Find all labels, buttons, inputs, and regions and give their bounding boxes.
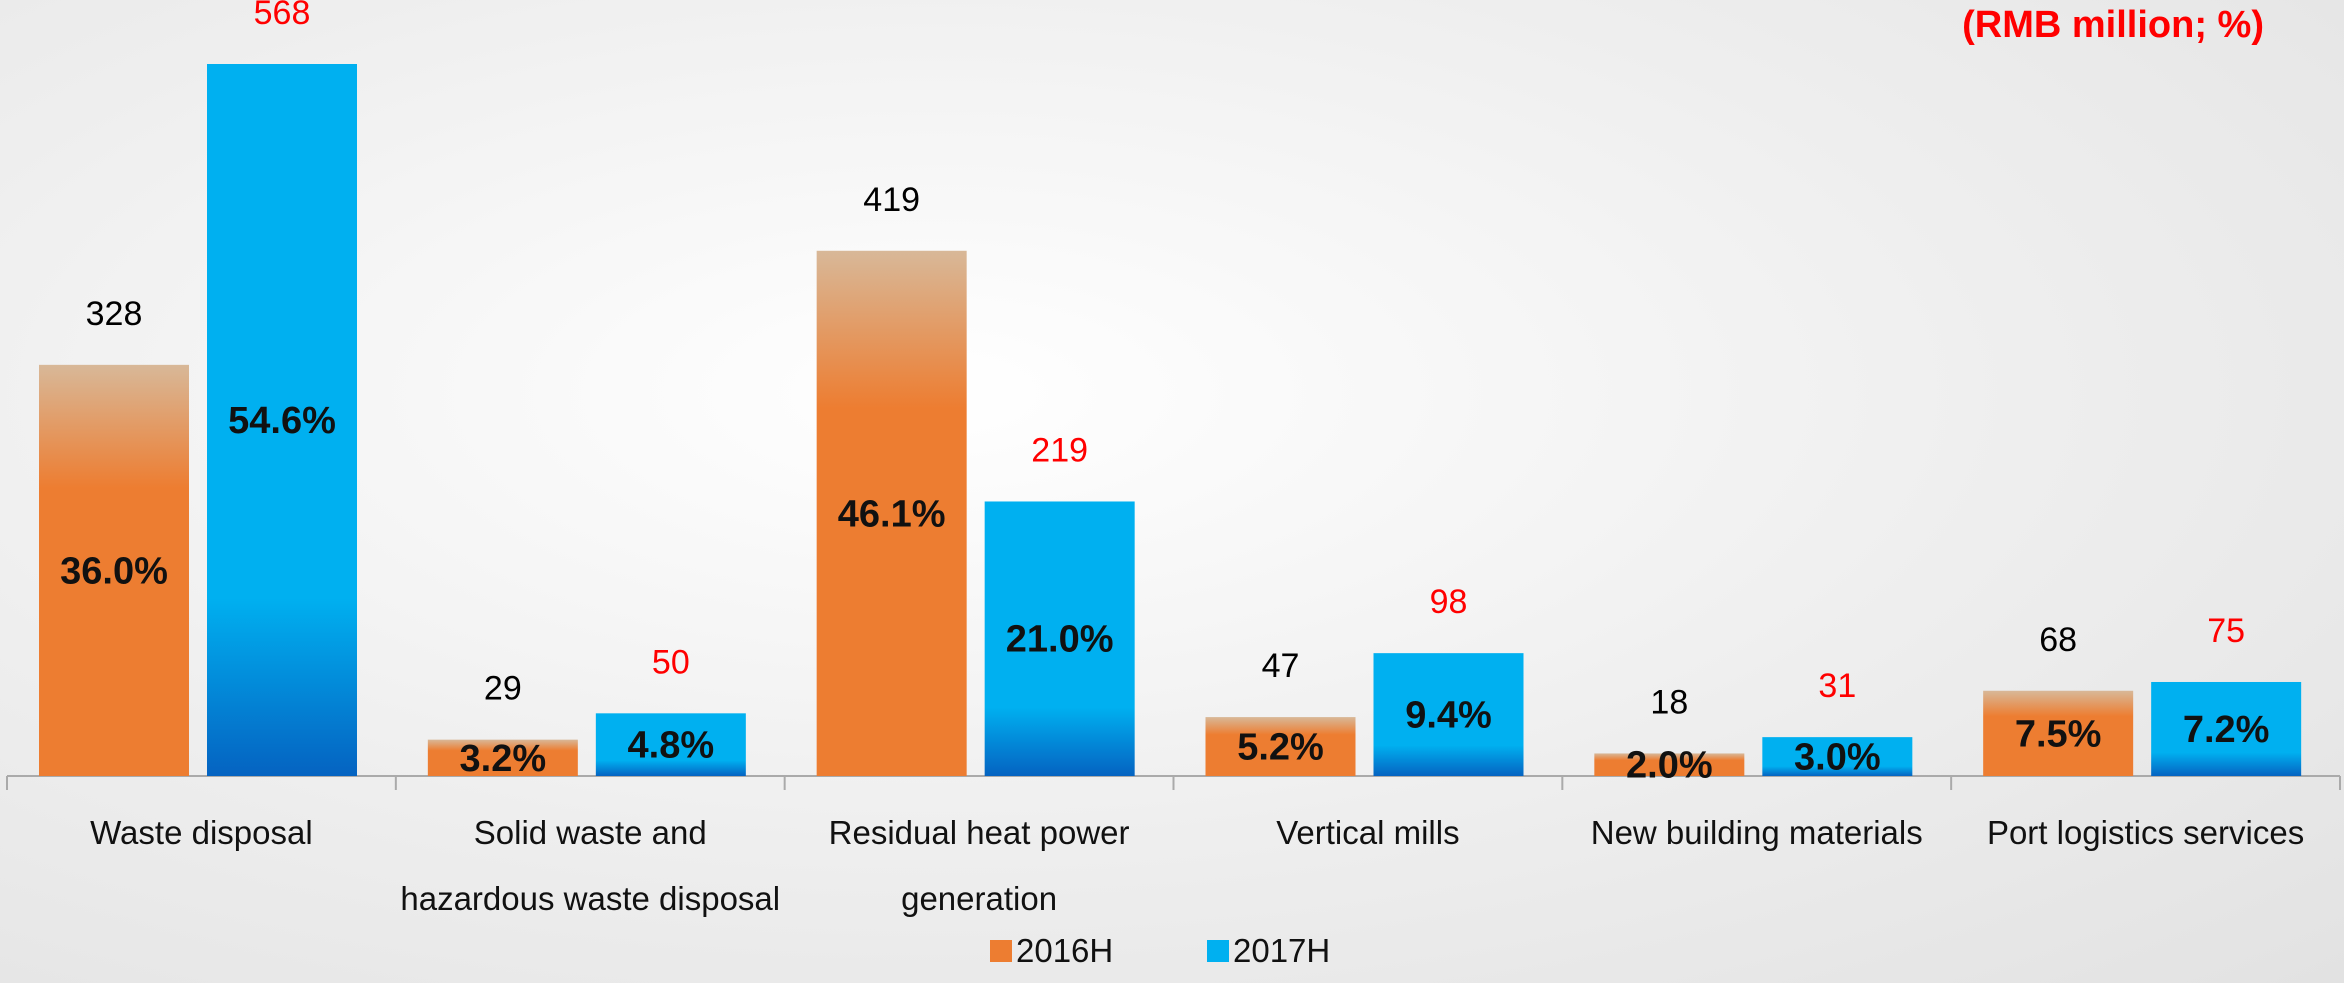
bar xyxy=(1983,690,2134,776)
legend-swatch xyxy=(1207,940,1229,962)
x-tick-label: Vertical mills xyxy=(1276,814,1460,851)
value-label: 75 xyxy=(2207,612,2245,650)
bar xyxy=(1205,717,1356,776)
value-label: 419 xyxy=(863,181,920,219)
legend-swatch xyxy=(990,940,1012,962)
share-label: 3.2% xyxy=(460,738,547,780)
share-label: 7.5% xyxy=(2015,713,2102,755)
value-label: 328 xyxy=(86,295,143,333)
bar xyxy=(207,64,357,776)
value-label: 568 xyxy=(254,0,311,32)
share-label: 4.8% xyxy=(628,725,715,767)
value-label: 31 xyxy=(1818,667,1856,705)
x-tick-label: Waste disposal xyxy=(90,814,313,851)
legend-label: 2016H xyxy=(1016,932,1113,969)
legend-label: 2017H xyxy=(1233,932,1330,969)
x-tick-label: Solid waste and hazardous waste disposal xyxy=(400,814,781,917)
value-label: 68 xyxy=(2039,621,2077,659)
value-label: 98 xyxy=(1430,583,1468,621)
bar xyxy=(427,739,578,776)
bar xyxy=(984,501,1135,776)
value-label: 47 xyxy=(1262,647,1300,685)
share-label: 3.0% xyxy=(1794,737,1881,779)
x-tick-label: New building materials xyxy=(1590,814,1923,851)
x-tick-label: Port logistics services xyxy=(1986,814,2305,851)
bar xyxy=(595,713,746,776)
share-label: 54.6% xyxy=(228,400,336,442)
value-label: 29 xyxy=(484,670,522,708)
share-label: 9.4% xyxy=(1405,695,1492,737)
bar xyxy=(816,250,967,776)
share-label: 5.2% xyxy=(1237,727,1324,769)
bar xyxy=(1762,737,1913,776)
value-label: 219 xyxy=(1031,431,1088,469)
bar xyxy=(1594,753,1745,776)
share-label: 21.0% xyxy=(1006,619,1114,661)
share-label: 36.0% xyxy=(60,550,168,592)
value-label: 50 xyxy=(652,643,690,681)
bar xyxy=(1373,653,1524,776)
bar xyxy=(39,364,189,776)
share-label: 46.1% xyxy=(838,493,946,535)
unit-label: (RMB million; %) xyxy=(1962,4,2264,46)
x-tick-label: Residual heat power generation xyxy=(828,814,1130,917)
share-label: 7.2% xyxy=(2183,709,2270,751)
bar xyxy=(2151,681,2302,776)
value-label: 18 xyxy=(1650,683,1688,721)
share-label: 2.0% xyxy=(1626,745,1713,787)
